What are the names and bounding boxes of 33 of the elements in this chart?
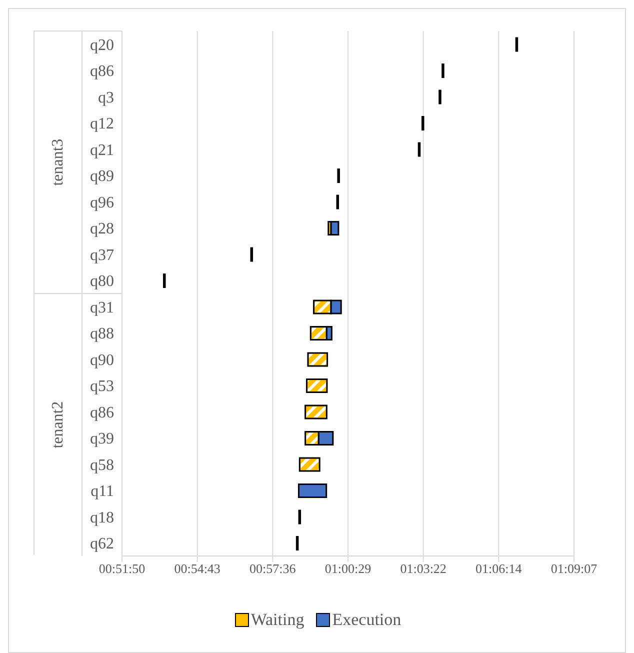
bar — [298, 484, 328, 498]
x-tick-label: 00:54:43 — [174, 561, 220, 576]
y-tick-label: q90 — [90, 352, 114, 369]
x-tick-label: 01:06:14 — [476, 561, 522, 576]
x-tick-label: 01:09:07 — [550, 561, 598, 576]
y-tick-label: q62 — [90, 536, 114, 553]
y-tick-label: q86 — [90, 63, 114, 80]
bar — [330, 221, 340, 236]
y-tick-label: q20 — [90, 36, 114, 54]
y-tick-label: q89 — [90, 168, 114, 186]
y-tick-label: q3 — [98, 89, 114, 106]
legend-label: Waiting — [250, 610, 304, 630]
y-tick-label: q28 — [90, 220, 114, 238]
x-tick-label: 01:00:29 — [324, 561, 372, 576]
y-tick-label: q80 — [90, 273, 114, 290]
y-tick-label: q53 — [90, 378, 114, 396]
text: tenant2 — [50, 401, 67, 448]
y-tick-label: q96 — [90, 194, 114, 212]
x-tick-label: 01:03:22 — [400, 561, 446, 576]
y-tick-label: q88 — [90, 326, 114, 343]
legend-label: Execution — [332, 610, 402, 630]
y-tick-label: q21 — [90, 142, 114, 159]
y-tick-label: q18 — [90, 509, 114, 526]
y-tick-label: q12 — [90, 116, 114, 133]
y-tick-label: q39 — [90, 430, 114, 448]
text: tenant3 — [50, 138, 67, 186]
x-tick-label: 00:57:36 — [250, 561, 296, 576]
y-tick-label: q31 — [90, 299, 114, 316]
x-tick-label: 00:51:50 — [98, 561, 146, 576]
y-tick-label: q58 — [90, 456, 114, 474]
y-tick-label: q37 — [90, 246, 114, 264]
y-tick-label: q11 — [90, 483, 114, 500]
y-tick-label: q86 — [90, 404, 114, 422]
